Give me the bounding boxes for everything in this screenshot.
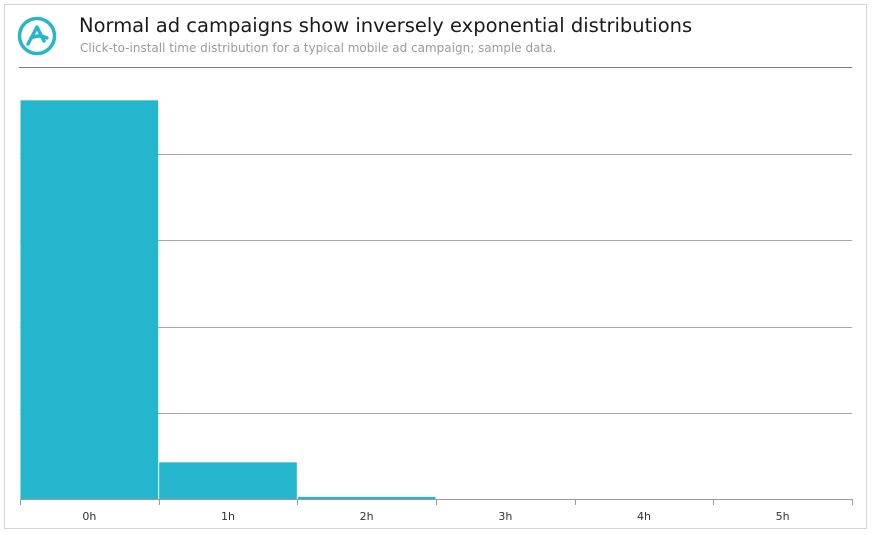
x-tick-label: 0h [82,510,96,523]
bar [20,100,159,499]
chart-title: Normal ad campaigns show inversely expon… [79,14,693,37]
chart-subtitle: Click-to-install time distribution for a… [80,41,557,55]
header-divider [19,67,852,68]
x-tick-label: 4h [637,510,651,523]
adjust-logo-icon [17,16,57,56]
x-tick-label: 2h [360,510,374,523]
bar [159,462,297,499]
x-tick-label: 5h [776,510,790,523]
x-tick-label: 1h [221,510,235,523]
x-tick-label: 3h [498,510,512,523]
bar [297,496,436,499]
